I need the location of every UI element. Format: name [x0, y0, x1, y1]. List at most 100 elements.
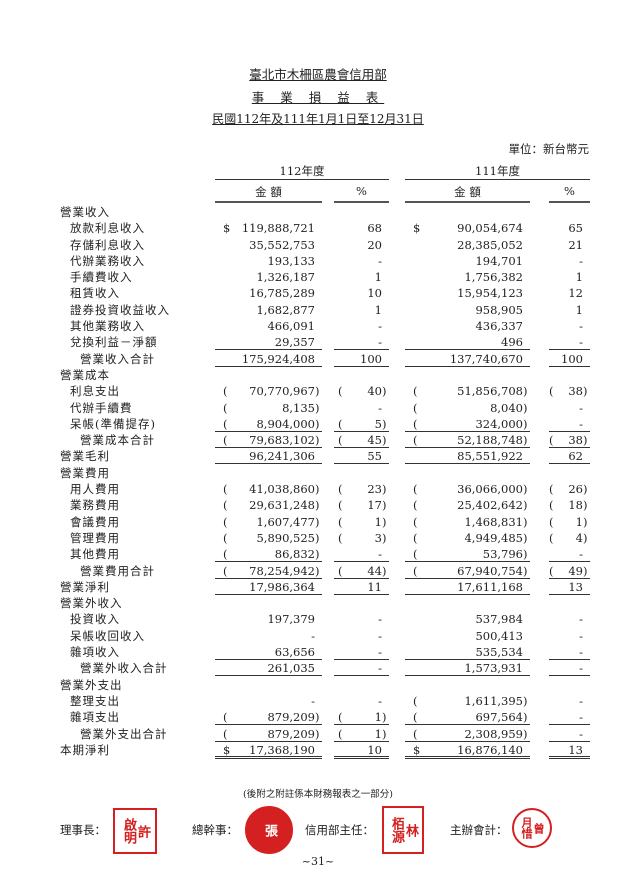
percent-111-cell: -: [549, 416, 590, 432]
amount-111-value: 4,949,485): [464, 530, 530, 545]
negative-open-paren: [405, 302, 413, 317]
amount-112-cell: (79,683,102): [215, 432, 322, 449]
negative-open-paren: [334, 742, 338, 756]
percent-111-value: 12: [568, 285, 590, 300]
negative-open-paren: [405, 644, 413, 659]
amount-111-value: 90,054,674: [457, 220, 530, 235]
percent-111-cell: (26): [549, 481, 590, 496]
amount-111-cell: (25,402,642): [405, 497, 530, 512]
percent-111-value: -: [579, 644, 590, 659]
amount-111-cell: 28,385,052: [405, 237, 530, 252]
value-text: -: [378, 319, 382, 334]
value-text: 1,326,187: [256, 270, 315, 285]
negative-close-paren: [583, 448, 590, 464]
negative-open-paren: (: [413, 400, 418, 415]
negative-open-paren: [215, 318, 223, 333]
amount-112-value: 5,890,525): [256, 530, 322, 545]
value-text: -: [311, 693, 315, 708]
value-text: 52,188,748: [457, 433, 523, 448]
percent-111-value: -: [579, 660, 590, 675]
value-text: -: [579, 726, 583, 741]
percent-111-cell: 1: [549, 302, 590, 317]
amount-112-value: 175,924,408: [242, 351, 322, 366]
negative-close-paren: [583, 742, 590, 758]
percent-111-cell: (18): [549, 497, 590, 512]
negative-open-paren: [334, 400, 338, 415]
negative-open-paren: [405, 253, 413, 268]
row-label: 營業收入合計: [80, 351, 155, 366]
general-manager-label: 總幹事：: [192, 823, 238, 837]
value-text: 16,876,140: [457, 742, 523, 757]
value-text: 324,000: [475, 416, 523, 431]
statement-title: 事 業 損 益 表: [0, 87, 636, 106]
value-text: 1: [374, 726, 382, 741]
percent-112-value: 23): [367, 481, 389, 496]
amount-112-cell: (29,631,248): [215, 497, 322, 512]
amount-111-cell: 1,573,931: [405, 660, 530, 677]
percent-112-value: 10: [367, 285, 389, 300]
value-text: 436,337: [475, 319, 523, 334]
row-label: 存儲利息收入: [70, 237, 145, 252]
amount-112-value: 466,091: [267, 318, 322, 333]
negative-open-paren: (: [338, 726, 343, 741]
row-label: 放款利息收入: [70, 221, 145, 236]
negative-open-paren: [405, 334, 413, 349]
negative-close-paren: [315, 579, 322, 595]
currency-symbol: $: [413, 742, 421, 757]
negative-close-paren: ): [382, 498, 387, 513]
percent-111-value: 100: [561, 351, 590, 366]
negative-close-paren: [382, 302, 389, 318]
table-row: 投資收入 197,379 - 537,984 -: [0, 611, 636, 627]
negative-open-paren: [334, 644, 338, 659]
value-text: 53,796: [482, 547, 523, 562]
amount-112-cell: -: [215, 693, 322, 708]
table-row: 營業毛利 96,241,306 55 85,551,922 62: [0, 448, 636, 465]
percent-111-value: -: [579, 709, 590, 724]
percent-111-cell: 62: [549, 448, 590, 465]
row-label: 代辦業務收入: [70, 253, 145, 268]
negative-close-paren: [315, 644, 322, 660]
negative-close-paren: [583, 400, 590, 416]
negative-close-paren: ): [523, 693, 528, 708]
amount-112-cell: 96,241,306: [215, 448, 322, 465]
negative-close-paren: [315, 351, 322, 367]
negative-close-paren: [382, 253, 389, 269]
percent-111-value: 65: [568, 220, 590, 235]
percent-111-cell: -: [549, 628, 590, 643]
negative-close-paren: ): [523, 726, 528, 741]
negative-close-paren: [523, 742, 530, 758]
value-text: 17: [367, 498, 382, 513]
row-label: 本期淨利: [60, 742, 110, 757]
value-text: 1,468,831: [464, 514, 523, 529]
negative-open-paren: [215, 253, 223, 268]
negative-close-paren: ): [315, 384, 320, 399]
credit-dept-head-seal: 林栢源: [382, 806, 424, 854]
percent-111-cell: -: [549, 660, 590, 677]
negative-open-paren: [405, 285, 413, 300]
amount-111-value: 15,954,123: [457, 285, 530, 300]
negative-open-paren: (: [338, 416, 343, 431]
table-row: 兌換利益－淨額 29,357 - 496 -: [0, 334, 636, 351]
negative-close-paren: [583, 220, 590, 236]
value-text: 1,607,477: [256, 514, 315, 529]
negative-close-paren: [583, 269, 590, 285]
percent-111-cell: 12: [549, 285, 590, 300]
negative-close-paren: [382, 448, 389, 464]
percent-111-value: -: [579, 546, 590, 561]
value-text: 21: [568, 237, 583, 252]
percent-112-cell: 11: [334, 579, 389, 595]
value-text: 28,385,052: [457, 237, 523, 252]
negative-close-paren: [382, 628, 389, 644]
negative-close-paren: ): [523, 563, 528, 578]
amount-112-cell: 35,552,753: [215, 237, 322, 252]
amount-112-value: 16,785,289: [249, 285, 322, 300]
negative-close-paren: [583, 253, 590, 269]
table-row: 營業成本: [0, 367, 636, 383]
negative-open-paren: (: [413, 726, 418, 741]
amount-112-value: 70,770,967): [249, 383, 322, 398]
amount-112-cell: (8,135): [215, 400, 322, 415]
value-text: 100: [360, 351, 382, 366]
amount-111-cell: (697,564): [405, 709, 530, 726]
negative-close-paren: [523, 253, 530, 269]
percent-112-cell: -: [334, 611, 389, 626]
